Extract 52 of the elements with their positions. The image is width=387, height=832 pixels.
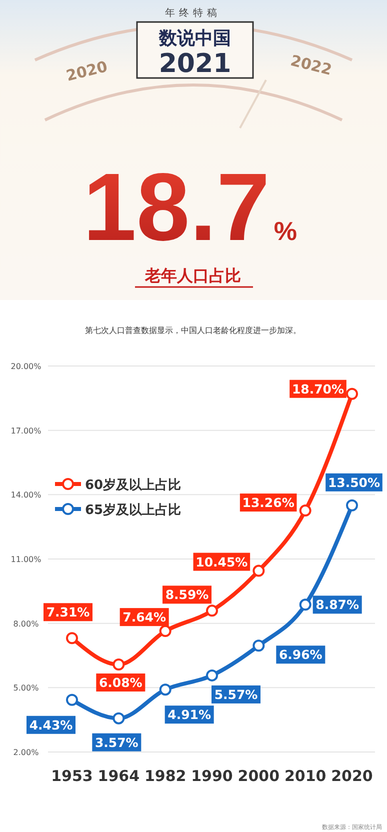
data-label: 10.45% [196,554,248,570]
x-tick-label: 1964 [98,767,140,785]
data-label: 4.43% [29,717,74,732]
text: 2021 [158,49,232,79]
data-label: 13.50% [328,474,380,490]
text: 18.7% [83,154,297,261]
x-tick-label: 2000 [238,767,280,785]
chart-subtitle: 第七次人口普查数据显示，中国人口老龄化程度进一步加深。 [85,326,301,335]
point [159,625,172,638]
point [66,694,78,706]
data-label: 8.87% [316,597,360,612]
y-tick-label: 17.00% [10,426,42,436]
point [346,499,358,512]
y-tick-label: 20.00% [10,362,42,371]
legend-label: 60岁及以上占比 [85,478,182,493]
data-label: 6.96% [278,647,323,662]
data-label: 13.26% [242,495,295,510]
text: 2020 [64,57,110,85]
data-label: 7.64% [122,610,166,625]
text: 老年人口占比 [144,266,241,285]
legend-label: 65岁及以上占比 [85,503,182,518]
point [252,564,265,577]
y-tick-label: 2.00% [13,748,40,757]
data-label: 4.91% [168,707,212,722]
data-label: 5.57% [214,686,258,702]
y-tick-label: 8.00% [13,619,40,628]
x-tick-label: 1982 [144,767,186,785]
x-tick-label: 2010 [284,767,326,785]
text: 年终特稿 [165,7,221,19]
data-label: 18.70% [292,381,344,396]
chart-title: 数说中国 [158,28,231,49]
data-label: 6.08% [98,675,143,690]
point [66,632,78,644]
point [112,712,125,724]
y-tick-label: 5.00% [13,684,40,693]
data-label: 3.57% [94,734,139,750]
point [206,669,218,682]
point [206,604,218,617]
text: 2022 [288,51,334,79]
point [112,658,125,671]
point [252,640,265,652]
x-tick-label: 1990 [191,767,233,785]
point [159,684,172,696]
point [299,504,312,517]
data-label: 8.59% [165,587,210,602]
data-label: 7.31% [46,604,90,620]
y-tick-label: 11.00% [10,555,42,564]
y-tick-label: 14.00% [10,490,42,500]
point [346,388,358,400]
point [299,598,312,611]
x-tick-label: 1953 [51,767,93,785]
x-tick-label: 2020 [331,767,373,785]
